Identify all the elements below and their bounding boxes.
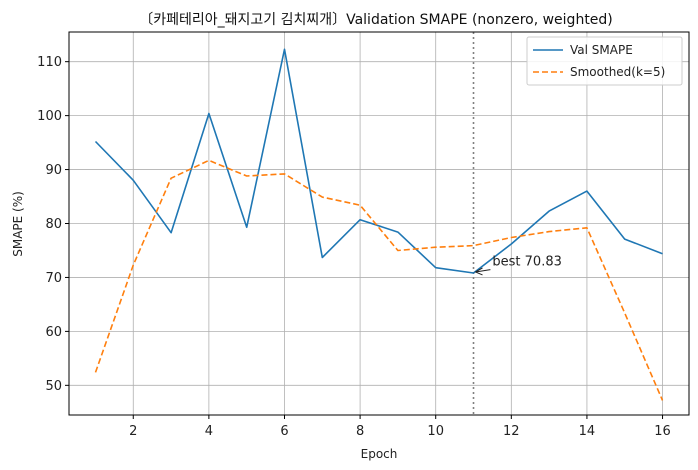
y-tick-label-50: 50 (45, 379, 62, 394)
x-axis-ticks: 2 4 6 8 10 12 14 16 (129, 415, 671, 439)
x-tick-label-10: 10 (427, 424, 444, 439)
x-tick-label-12: 12 (503, 424, 520, 439)
y-tick-label-80: 80 (45, 217, 62, 232)
x-tick-label-4: 4 (205, 424, 213, 439)
x-tick-label-6: 6 (280, 424, 288, 439)
legend-label-smoothed: Smoothed(k=5) (570, 65, 665, 79)
y-tick-label-70: 70 (45, 271, 62, 286)
series-line-smoothed (94, 159, 664, 401)
y-tick-label-60: 60 (45, 325, 62, 340)
annotation-arrow (475, 269, 491, 273)
series-group (94, 48, 664, 401)
x-axis-label: Epoch (361, 447, 398, 461)
annotation-arrowhead (474, 267, 483, 276)
x-tick-label-8: 8 (356, 424, 364, 439)
y-tick-label-90: 90 (45, 163, 62, 178)
legend: Val SMAPE Smoothed(k=5) (526, 36, 683, 86)
x-tick-label-2: 2 (129, 424, 137, 439)
grid (69, 32, 689, 415)
y-axis-label: SMAPE (%) (11, 191, 25, 257)
series-line-val-smape (94, 48, 663, 274)
best-annotation-group: best 70.83 (474, 255, 562, 276)
annotation-label: best 70.83 (492, 255, 561, 270)
legend-box (526, 36, 683, 86)
x-tick-label-16: 16 (654, 424, 671, 439)
chart-title: 〔카페테리아_돼지고기 김치찌개〕Validation SMAPE (nonze… (139, 12, 613, 28)
y-axis-ticks: 50 60 70 80 90 100 110 (37, 55, 69, 394)
x-tick-label-14: 14 (579, 424, 596, 439)
legend-label-val-smape: Val SMAPE (570, 43, 633, 57)
y-tick-label-110: 110 (37, 55, 62, 70)
y-tick-label-100: 100 (37, 109, 62, 124)
